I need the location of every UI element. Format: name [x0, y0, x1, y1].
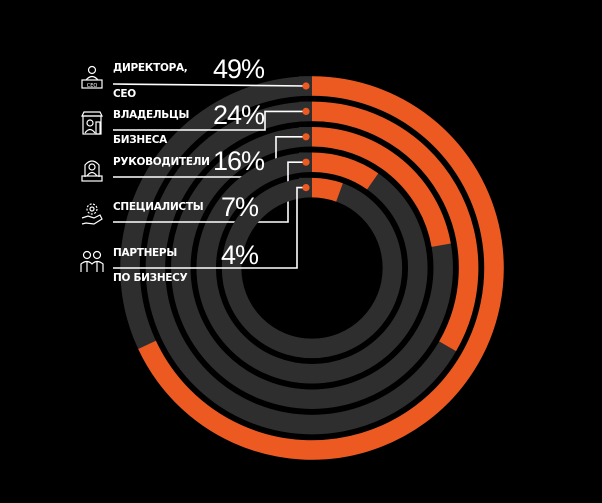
shop-owner-icon: [81, 111, 103, 135]
category-label: ВЛАДЕЛЬЦЫ: [113, 109, 190, 121]
marker-dot: [302, 158, 310, 166]
value-arc: [138, 76, 504, 460]
leader-line: [112, 83, 307, 87]
specialists-icon: [81, 203, 103, 225]
ceo-icon: CEO: [81, 65, 103, 89]
category-label: РУКОВОДИТЕЛИ: [113, 156, 210, 168]
category-label-line2: СЕО: [113, 88, 136, 100]
marker-dot: [302, 82, 310, 90]
value-arc: [311, 152, 379, 190]
category-label: ДИРЕКТОРА,: [113, 62, 188, 74]
leader-line: [113, 186, 306, 269]
manager-icon: [81, 160, 103, 182]
value-label: 7%: [221, 192, 259, 222]
value-arc: [311, 127, 451, 248]
marker-dot: [302, 184, 310, 192]
marker-dot: [302, 133, 310, 141]
value-label: 16%: [213, 146, 265, 176]
category-label-line2: БИЗНЕСА: [113, 134, 167, 146]
leader-line: [113, 136, 306, 178]
category-label: СПЕЦИАЛИСТЫ: [113, 201, 204, 213]
value-arc: [311, 101, 479, 352]
svg-text:CEO: CEO: [87, 83, 98, 89]
category-label-line2: ПО БИЗНЕСУ: [113, 272, 188, 284]
value-label: 24%: [213, 100, 265, 130]
value-label: 4%: [221, 240, 259, 270]
partners-icon: [80, 250, 104, 272]
leader-line: [113, 110, 306, 131]
category-label: ПАРТНЕРЫ: [113, 247, 177, 259]
value-label: 49%: [213, 54, 265, 84]
marker-dot: [302, 107, 310, 115]
value-arc: [311, 177, 343, 202]
